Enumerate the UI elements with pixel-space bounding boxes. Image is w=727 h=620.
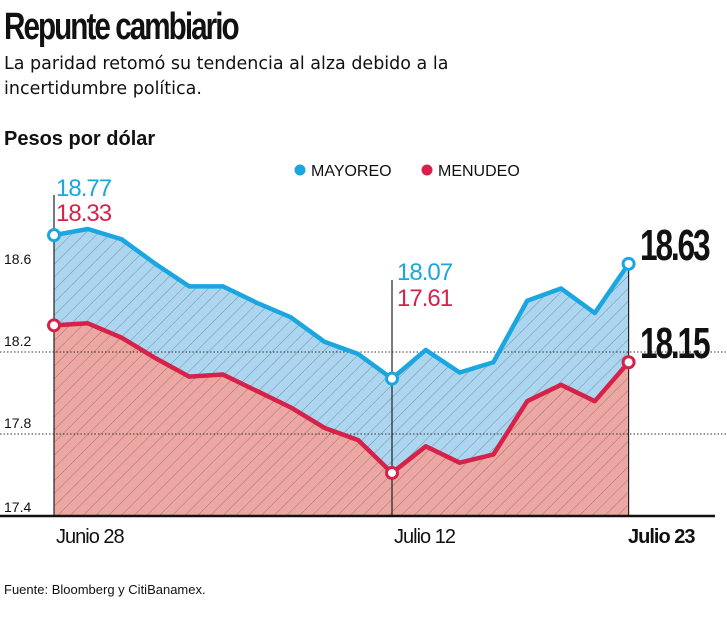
y-axis-label: Pesos por dólar: [4, 128, 156, 150]
mayoreo-final-label: 18.63: [640, 221, 710, 270]
chart-title: Repunte cambiario: [4, 6, 240, 48]
chart-subtitle: La paridad retomó su tendencia al alza d…: [4, 54, 449, 99]
x-tick-label: Julio 12: [394, 526, 456, 548]
mayoreo-value-label: 18.77: [56, 175, 112, 202]
x-tick-label: Julio 23: [628, 526, 695, 548]
menudeo-value-label: 17.61: [397, 285, 453, 312]
menudeo-marker: [47, 318, 61, 333]
mayoreo-marker: [385, 371, 399, 386]
y-tick-label: 18.2: [4, 333, 31, 349]
mayoreo-line: [53, 226, 631, 381]
mayoreo-legend-label: MAYOREO: [311, 163, 392, 180]
menudeo-legend-dot: [421, 164, 433, 176]
hatch-overlay: [54, 229, 629, 516]
y-tick-label: 18.6: [4, 251, 31, 267]
menudeo-marker: [385, 465, 399, 480]
menudeo-marker: [621, 355, 636, 370]
menudeo-legend-label: MENUDEO: [438, 163, 520, 180]
mayoreo-marker: [47, 228, 61, 243]
mayoreo-marker: [621, 256, 636, 271]
x-tick-label: Junio 28: [56, 526, 124, 548]
menudeo-line: [53, 321, 631, 476]
mayoreo-value-label: 18.07: [397, 259, 453, 286]
y-tick-label: 17.4: [4, 499, 31, 515]
mayoreo-legend-dot: [294, 164, 306, 176]
y-tick-label: 17.8: [4, 415, 31, 431]
menudeo-value-label: 18.33: [56, 200, 112, 227]
source-note: Fuente: Bloomberg y CitiBanamex.: [4, 582, 206, 597]
menudeo-final-label: 18.15: [640, 319, 710, 368]
